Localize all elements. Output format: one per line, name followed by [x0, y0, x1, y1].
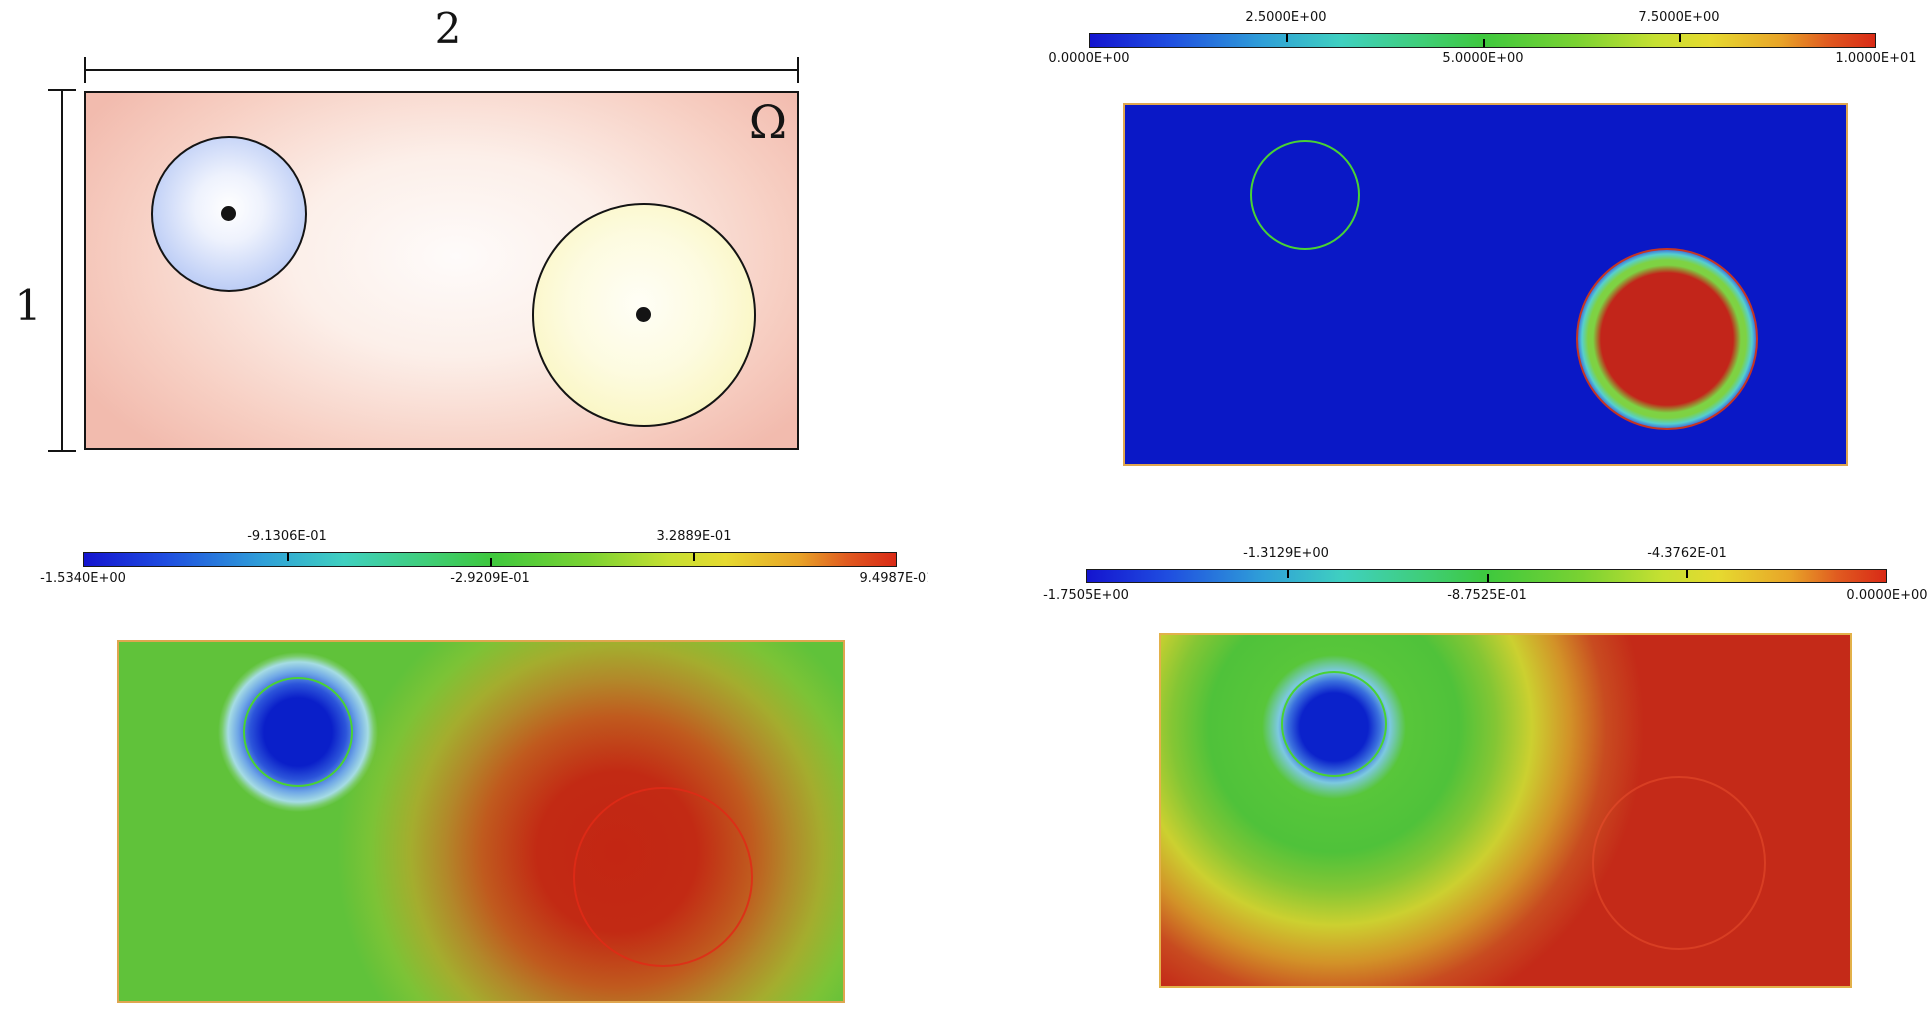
- colorbar-tick-mark: [1286, 34, 1289, 42]
- colorbar-tick-label: 0.0000E+00: [1048, 51, 1130, 66]
- width-dimension-tick-left: [84, 57, 86, 83]
- colorbar-gradient-bar: [1089, 33, 1876, 48]
- colorbar-tick-label: -9.1306E-01: [247, 529, 327, 544]
- colorbar-tick-mark: [693, 553, 695, 561]
- right-inclusion-blob: [1576, 248, 1758, 430]
- colorbar-tick-mark: [1486, 574, 1489, 582]
- colorbar-tick-mark: [490, 558, 492, 566]
- field-plot-adjoint: [1159, 633, 1852, 988]
- left-inclusion-contour: [243, 677, 353, 787]
- colorbar-tick-label: -1.5340E+00: [40, 571, 126, 586]
- colorbar-tick-label: 5.0000E+00: [1442, 51, 1524, 66]
- colorbar-tick-mark: [1678, 34, 1681, 42]
- colorbar-bottom-right: -1.3129E+00 -4.3762E-01 -1.7505E+00 -8.7…: [1000, 540, 1928, 606]
- colorbar-gradient-bar: [1086, 569, 1887, 583]
- blue-inclusion-circle: [151, 136, 307, 292]
- height-dimension-label: 1: [14, 281, 42, 330]
- colorbar-tick-label: 3.2889E-01: [656, 529, 732, 544]
- field-plot-solution-u: [117, 640, 845, 1003]
- colorbar-tick-mark: [1482, 39, 1485, 47]
- colorbar-tick-label: 9.4987E-01: [859, 571, 928, 586]
- colorbar-tick-label: -4.3762E-01: [1647, 546, 1727, 561]
- colorbar-tick-label: 1.0000E+01: [1835, 51, 1917, 66]
- colorbar-tick-label: -2.9209E-01: [450, 571, 530, 586]
- colorbar-tick-label: 2.5000E+00: [1245, 10, 1327, 25]
- right-inclusion-contour: [1592, 776, 1766, 950]
- blue-inclusion-center-dot: [221, 206, 236, 221]
- width-dimension-label: 2: [434, 4, 462, 53]
- yellow-inclusion-circle: [532, 203, 756, 427]
- height-dimension-tick-top: [48, 89, 76, 91]
- domain-rectangle: Ω: [84, 91, 799, 450]
- domain-diagram-panel: 2 1 Ω: [0, 0, 960, 508]
- colorbar-tick-label: 7.5000E+00: [1638, 10, 1720, 25]
- width-dimension-tick-right: [797, 57, 799, 83]
- height-dimension-line: [61, 90, 63, 452]
- field-plot-indicator: [1123, 103, 1848, 466]
- yellow-inclusion-center-dot: [636, 307, 651, 322]
- omega-domain-label: Ω: [748, 95, 787, 149]
- colorbar-tick-label: -1.3129E+00: [1243, 546, 1329, 561]
- colorbar-tick-mark: [287, 553, 289, 561]
- width-dimension-line: [84, 69, 799, 71]
- colorbar-tick-label: -8.7525E-01: [1447, 588, 1527, 603]
- colorbar-gradient-bar: [83, 552, 897, 567]
- right-inclusion-contour: [573, 787, 753, 967]
- colorbar-tick-label: -1.7505E+00: [1043, 588, 1129, 603]
- colorbar-tick-label: 0.0000E+00: [1846, 588, 1928, 603]
- colorbar-tick-mark: [1286, 570, 1289, 578]
- colorbar-bottom-left: -9.1306E-01 3.2889E-01 -1.5340E+00 -2.92…: [0, 524, 928, 590]
- height-dimension-tick-bottom: [48, 450, 76, 452]
- colorbar-tick-mark: [1686, 570, 1689, 578]
- colorbar-top-right: 2.5000E+00 7.5000E+00 0.0000E+00 5.0000E…: [1000, 8, 1928, 70]
- left-inclusion-contour: [1250, 140, 1360, 250]
- left-inclusion-contour: [1281, 671, 1387, 777]
